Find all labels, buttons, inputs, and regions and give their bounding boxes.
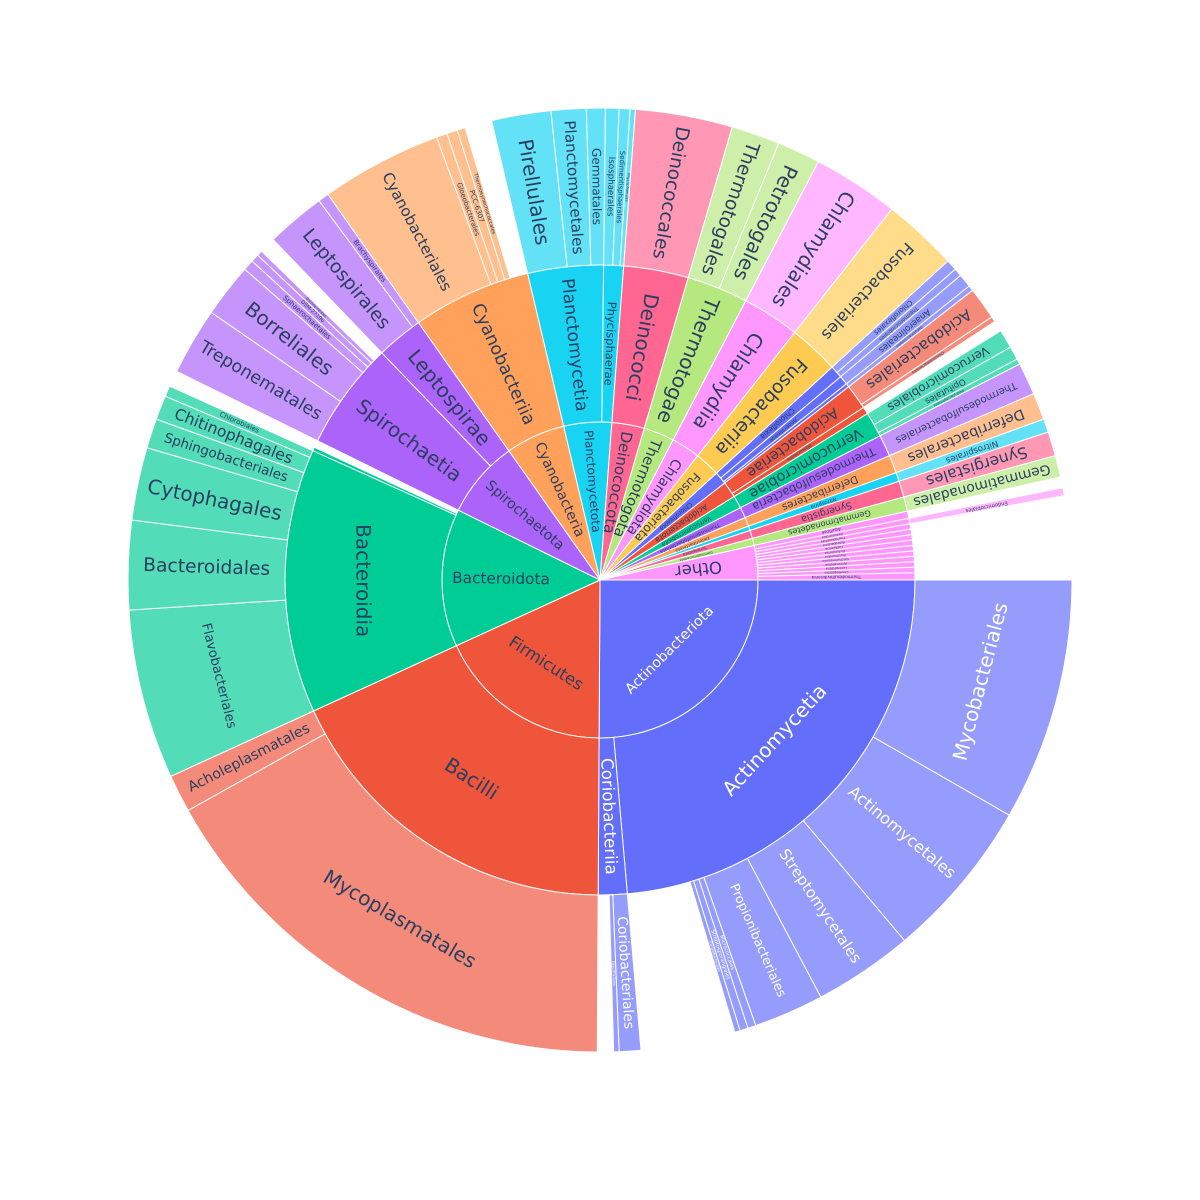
class-wedge-thermodesulfovibrionia[interactable] (757, 572, 916, 581)
order-wedge-brevinematales[interactable] (256, 250, 375, 364)
sunburst-rings (127, 107, 1073, 1053)
class-wedge-chlorobia[interactable] (312, 446, 458, 516)
order-wedge-mycoplasmatales[interactable] (187, 733, 599, 1053)
order-wedge-corynebacteriales[interactable] (689, 880, 741, 1033)
order-wedge-eggerthellales[interactable] (608, 894, 620, 1053)
order-wedge-thermosynechococcales[interactable] (456, 127, 511, 281)
